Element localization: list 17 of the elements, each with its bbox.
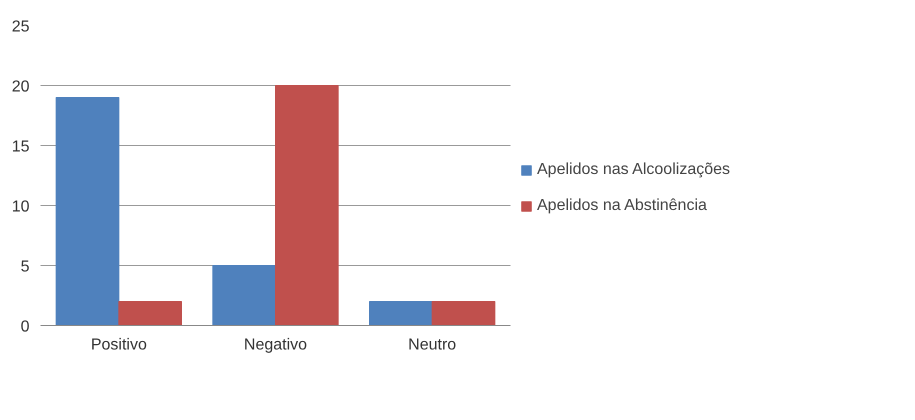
bar xyxy=(118,301,182,326)
legend-label: Apelidos nas Alcoolizações xyxy=(537,161,730,179)
y-tick-label: 15 xyxy=(12,138,30,156)
legend-label: Apelidos na Abstinência xyxy=(537,197,707,215)
bar xyxy=(432,301,496,326)
x-tick-label: Neutro xyxy=(408,336,456,354)
bar xyxy=(56,97,120,326)
y-tick-label: 25 xyxy=(12,18,30,36)
y-tick-label: 20 xyxy=(12,78,30,96)
bar xyxy=(275,85,339,326)
x-tick-label: Positivo xyxy=(90,336,147,354)
y-tick-label: 10 xyxy=(12,198,30,216)
x-tick-label: Negativo xyxy=(244,336,308,354)
y-tick-label: 5 xyxy=(20,258,30,276)
bar xyxy=(212,265,276,326)
bar xyxy=(369,301,433,326)
y-tick-label: 0 xyxy=(20,318,30,336)
